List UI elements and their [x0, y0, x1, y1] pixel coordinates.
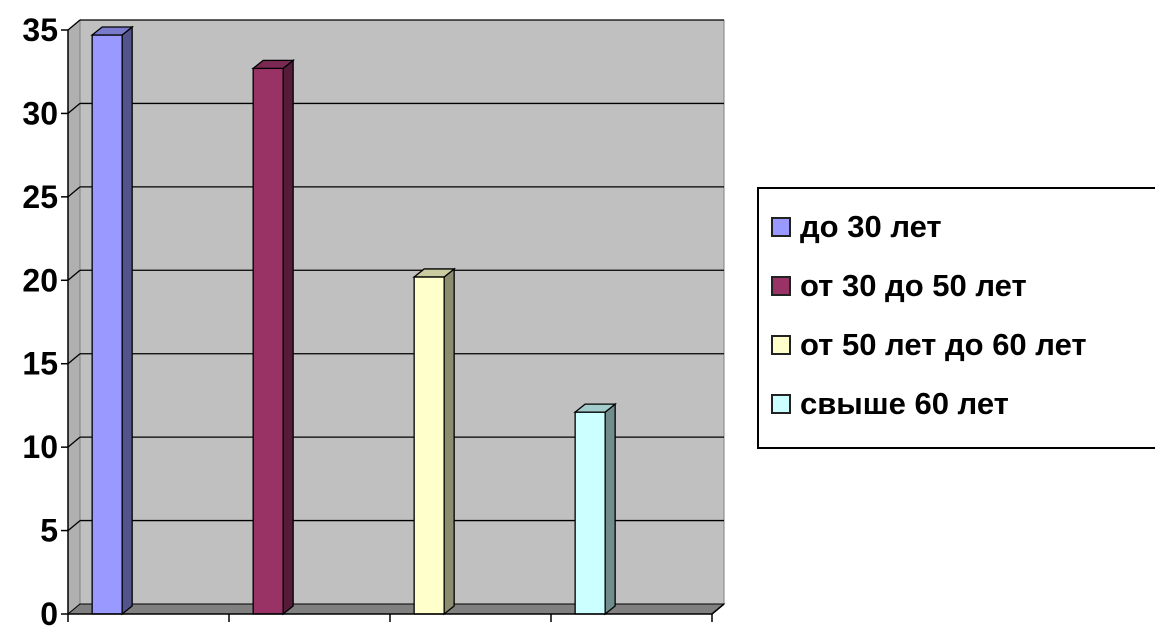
plot-area: [66, 18, 726, 616]
legend-item: до 30 лет: [771, 207, 942, 247]
bar-top: [251, 59, 296, 70]
y-tick-label: 10: [22, 429, 58, 465]
gridline-side: [67, 269, 81, 281]
legend-label: свыше 60 лет: [800, 386, 1009, 421]
bar-side: [121, 25, 133, 616]
gridline-side: [67, 186, 81, 198]
legend-swatch: [771, 217, 791, 237]
gridline-side: [67, 353, 81, 365]
legend-item: от 30 до 50 лет: [771, 266, 1027, 306]
bar-front: [574, 411, 606, 615]
plot-floor: [66, 603, 726, 615]
y-tick-label: 15: [22, 346, 58, 382]
bar-side: [443, 267, 455, 616]
legend-swatch: [771, 276, 791, 296]
legend: до 30 лет от 30 до 50 лет от 50 лет до 6…: [757, 187, 1155, 449]
y-tick-label: 30: [22, 95, 58, 131]
bar-top: [90, 26, 135, 36]
bar-side: [604, 402, 616, 616]
bar-front: [413, 276, 445, 615]
legend-swatch: [771, 335, 791, 355]
bar-front: [91, 34, 123, 615]
legend-item: свыше 60 лет: [771, 384, 1009, 424]
y-tick-label: 0: [40, 596, 58, 626]
legend-label: от 50 лет до 60 лет: [800, 327, 1087, 362]
bar-side: [282, 59, 294, 616]
bars: [90, 25, 618, 616]
plot-back-wall: [79, 19, 725, 605]
y-tick-label: 35: [22, 12, 58, 48]
gridline-side: [67, 102, 81, 114]
gridline-side: [67, 19, 81, 31]
axes: 0 5 10 15 20 25 30 35: [22, 12, 725, 626]
x-axis-line-depth: [711, 603, 725, 615]
legend-label: от 30 до 50 лет: [800, 268, 1027, 303]
legend-label: до 30 лет: [800, 209, 942, 244]
legend-item: от 50 лет до 60 лет: [771, 325, 1087, 365]
y-tick-label: 5: [40, 513, 58, 549]
bar-top: [412, 268, 457, 278]
bar: [573, 402, 618, 616]
y-tick-label: 25: [22, 179, 58, 215]
bar: [412, 267, 457, 616]
legend-swatch: [771, 394, 791, 414]
y-tick-label: 20: [22, 262, 58, 298]
bar-front: [252, 67, 284, 615]
bar: [90, 25, 135, 616]
bar-top: [573, 403, 618, 413]
bar: [251, 59, 296, 616]
gridline-side: [67, 436, 81, 448]
gridline-side: [67, 520, 81, 532]
